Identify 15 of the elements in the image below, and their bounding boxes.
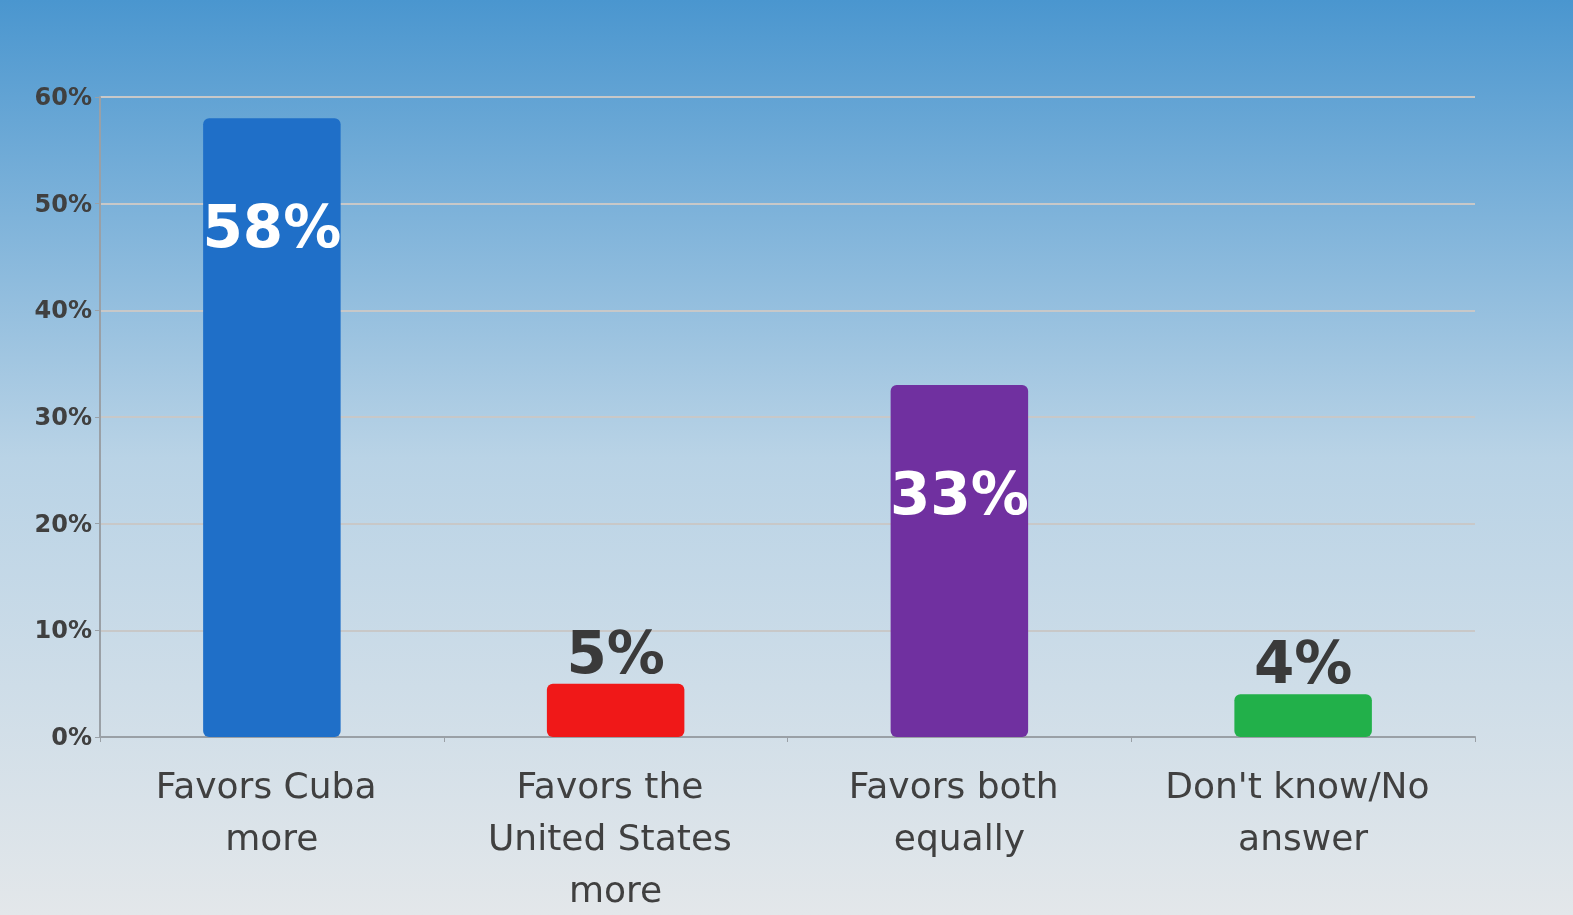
x-tick-label: Favors Cuba more bbox=[155, 764, 388, 858]
y-tick-label: 0% bbox=[51, 723, 92, 751]
y-tick-label: 50% bbox=[34, 189, 92, 218]
y-tick-label: 30% bbox=[34, 403, 92, 431]
y-tick-label: 20% bbox=[34, 509, 92, 538]
data-label: 58% bbox=[202, 193, 342, 262]
x-tick-label: Don't know/No answer bbox=[1165, 764, 1441, 858]
data-label: 5% bbox=[566, 618, 665, 687]
data-label: 4% bbox=[1253, 629, 1353, 698]
y-tick-label: 40% bbox=[34, 296, 92, 325]
y-tick-label: 10% bbox=[34, 616, 92, 645]
x-tick-label: Favors the United States more bbox=[488, 764, 744, 910]
y-tick-label: 60% bbox=[34, 83, 92, 111]
x-tick-label: Favors both equally bbox=[848, 764, 1070, 858]
data-label: 33% bbox=[889, 460, 1029, 528]
